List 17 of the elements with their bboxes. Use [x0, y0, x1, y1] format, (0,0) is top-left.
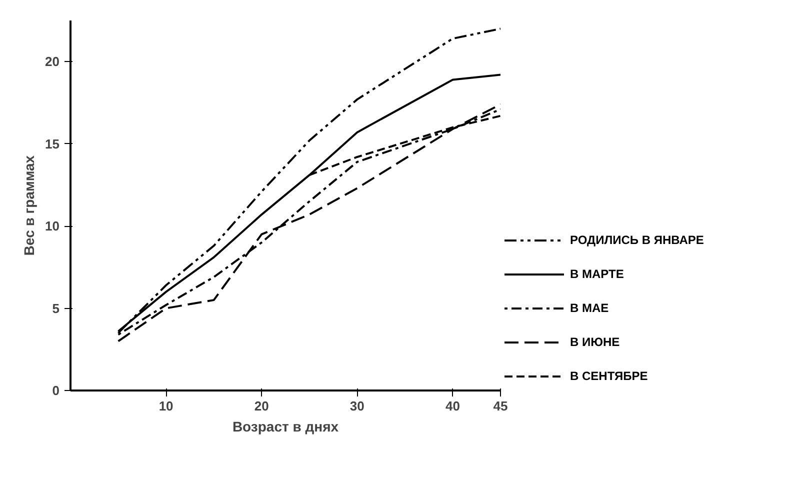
y-tick-label: 15: [45, 136, 60, 152]
y-tick-label: 20: [45, 54, 60, 70]
legend-label: В МАЕ: [570, 301, 609, 315]
x-tick-label: 20: [254, 398, 269, 414]
x-axis-title: Возраст в днях: [232, 418, 339, 434]
x-tick-label: 10: [158, 398, 174, 414]
legend-label: В МАРТЕ: [570, 267, 624, 281]
y-axis-title: Вес в граммах: [21, 155, 38, 256]
x-tick-label: 45: [493, 398, 508, 414]
legend-label: РОДИЛИСЬ В ЯНВАРЕ: [570, 233, 704, 247]
x-tick-label: 40: [445, 398, 460, 414]
legend-label: В СЕНТЯБРЕ: [570, 369, 648, 383]
y-tick-label: 5: [52, 300, 60, 316]
legend-label: В ИЮНЕ: [570, 335, 620, 349]
x-tick-label: 30: [350, 398, 364, 414]
y-tick-label: 0: [52, 383, 60, 398]
y-tick-label: 10: [45, 218, 60, 234]
